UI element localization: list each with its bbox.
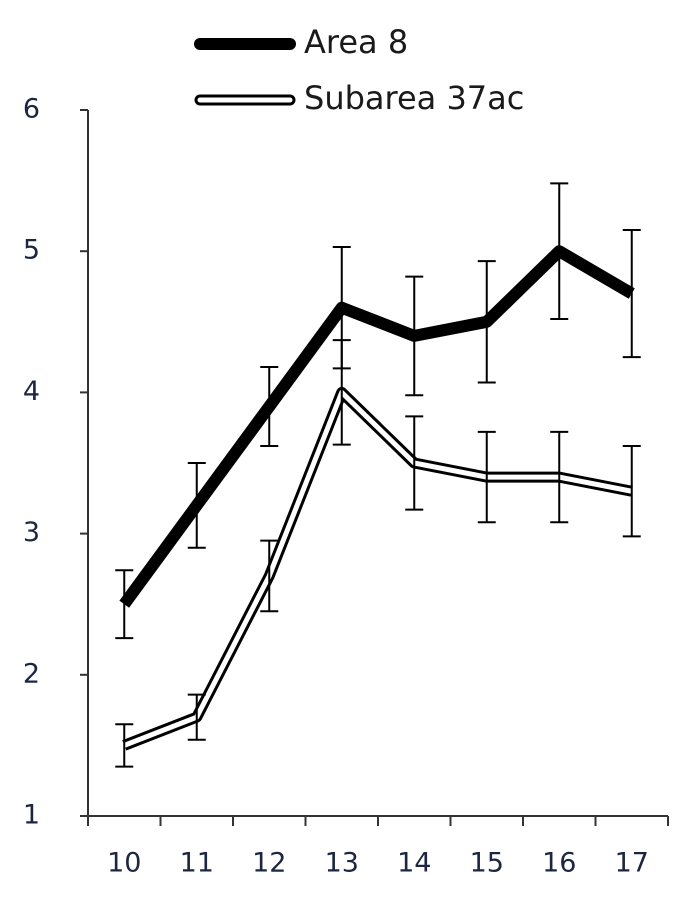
error-bar	[115, 569, 134, 640]
x-tick-label: 10	[107, 848, 141, 879]
error-bar	[260, 539, 279, 613]
error-bar	[405, 415, 424, 511]
y-tick-label: 4	[23, 376, 40, 407]
x-tick-label: 17	[615, 848, 649, 879]
legend-label: Area 8	[304, 23, 408, 61]
error-bar	[550, 182, 569, 320]
error-bar	[187, 693, 206, 741]
line-inner	[123, 389, 633, 748]
x-tick-label: 12	[252, 848, 286, 879]
x-tick-label: 15	[470, 848, 504, 879]
error-bar	[477, 260, 496, 384]
error-bar	[405, 275, 424, 397]
x-tick-label: 14	[397, 848, 431, 879]
error-bar	[477, 430, 496, 524]
x-tick-label: 11	[180, 848, 214, 879]
error-bar	[115, 723, 134, 768]
error-bar	[260, 365, 279, 448]
error-bar	[622, 445, 641, 538]
error-bar	[187, 462, 206, 549]
y-tick-label: 5	[23, 235, 40, 266]
x-tick-label: 13	[325, 848, 359, 879]
y-tick-label: 1	[23, 800, 40, 831]
y-tick-label: 6	[23, 94, 40, 125]
error-bar	[550, 430, 569, 524]
y-tick-label: 2	[23, 658, 40, 689]
y-tick-label: 3	[23, 517, 40, 548]
line	[119, 245, 635, 608]
x-tick-label: 16	[542, 848, 576, 879]
line	[122, 386, 633, 751]
error-bar	[332, 339, 351, 446]
error-bar	[622, 229, 641, 359]
legend-label: Subarea 37ac	[304, 79, 524, 117]
